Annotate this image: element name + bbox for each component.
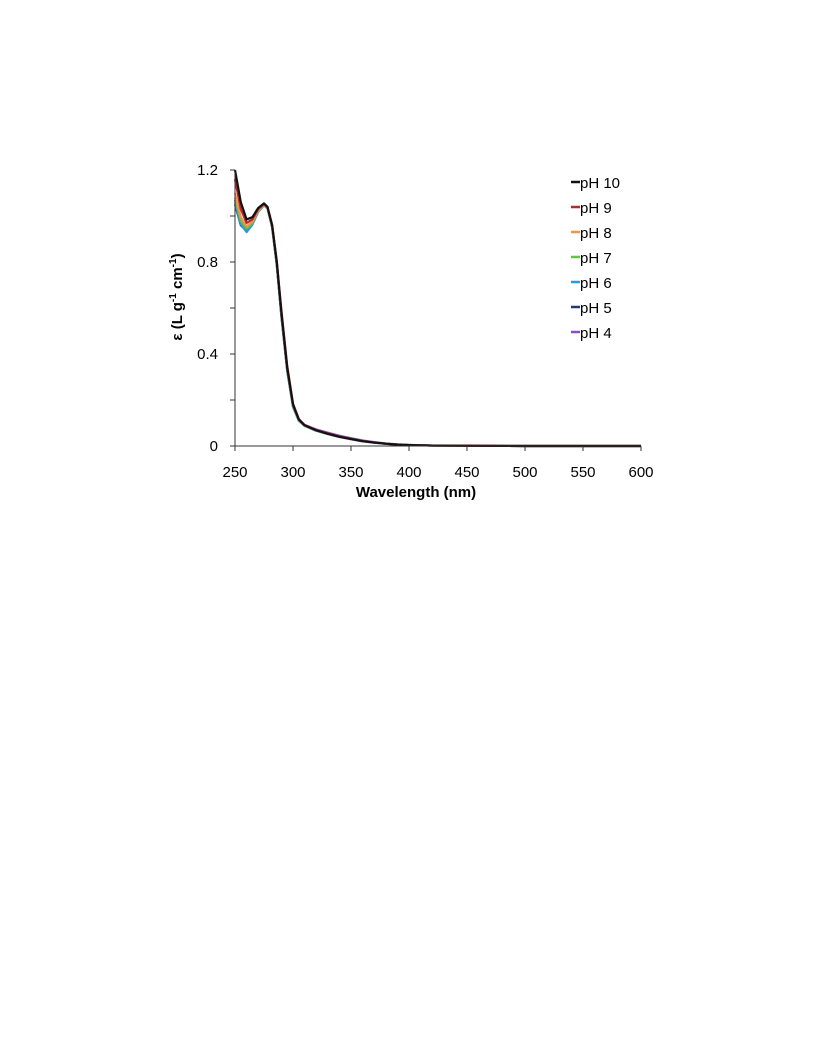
x-tick-label: 300: [280, 464, 305, 481]
x-tick-label: 500: [512, 464, 537, 481]
legend: pH 10 pH 9 pH 8 pH 7 pH 6 pH 5 pH 4: [571, 175, 620, 342]
x-tick-label: 250: [222, 464, 247, 481]
series-line-0: [233, 169, 641, 448]
y-axis-title: ε (L g-1 cm-1): [168, 253, 186, 340]
legend-label: pH 6: [580, 275, 612, 292]
legend-label: pH 4: [580, 325, 612, 342]
y-ticks: 0 0.4 0.8 1.2: [197, 162, 235, 455]
legend-label: pH 9: [580, 200, 612, 217]
x-tick-label: 600: [628, 464, 653, 481]
x-tick-label: 450: [454, 464, 479, 481]
legend-label: pH 7: [580, 250, 612, 267]
legend-label: pH 10: [580, 175, 620, 192]
y-tick-label: 1.2: [197, 162, 218, 179]
plot-lines: [233, 169, 641, 448]
x-axis-title: Wavelength (nm): [356, 484, 476, 501]
y-tick-label: 0: [210, 438, 218, 455]
x-tick-label: 550: [570, 464, 595, 481]
y-tick-label: 0.4: [197, 346, 218, 363]
y-axis-title-part: ): [169, 253, 186, 258]
legend-label: pH 5: [580, 300, 612, 317]
y-axis-title-part: ε (L g: [169, 302, 186, 341]
legend-label: pH 8: [580, 225, 612, 242]
x-ticks: 250 300 350 400 450 500 550 600: [222, 446, 654, 481]
y-axis-title-part: cm: [169, 267, 186, 293]
y-axis-title-superscript: -1: [168, 258, 179, 267]
x-tick-label: 350: [338, 464, 363, 481]
y-axis-title-superscript: -1: [168, 293, 179, 302]
x-tick-label: 400: [396, 464, 421, 481]
y-tick-label: 0.8: [197, 254, 218, 271]
